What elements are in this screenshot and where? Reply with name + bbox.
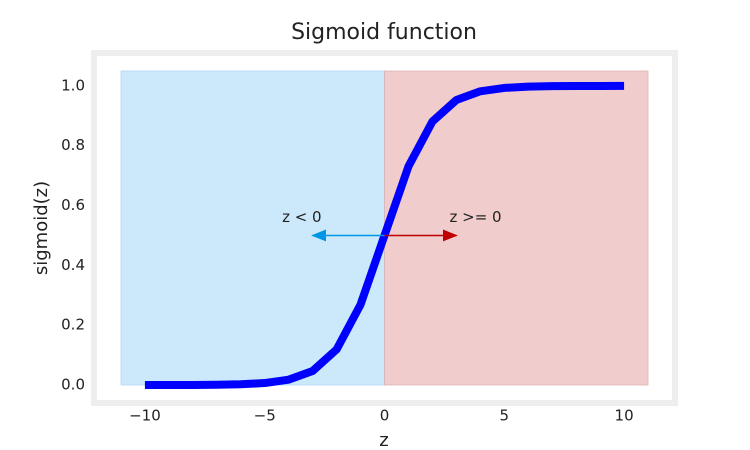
- x-tick-label: −10: [129, 407, 161, 425]
- x-tick-label: 5: [500, 407, 510, 425]
- y-tick-label: 0.2: [61, 316, 85, 334]
- x-tick-label: 10: [615, 407, 634, 425]
- y-tick-label: 0.8: [61, 136, 85, 154]
- x-tick-label: 0: [380, 407, 390, 425]
- y-tick-label: 0.6: [61, 196, 85, 214]
- positive-region: [384, 70, 649, 386]
- x-axis-label: z: [379, 430, 388, 450]
- y-tick-label: 0.0: [61, 376, 85, 394]
- annotation: z >= 0: [449, 208, 501, 226]
- x-tick-label: −5: [254, 407, 276, 425]
- chart-title: Sigmoid function: [291, 20, 477, 45]
- annotation: z < 0: [282, 208, 322, 226]
- negative-region: [120, 70, 385, 386]
- y-tick-label: 1.0: [61, 76, 85, 94]
- y-axis-label: sigmoid(z): [31, 181, 52, 275]
- y-tick-label: 0.4: [61, 256, 85, 274]
